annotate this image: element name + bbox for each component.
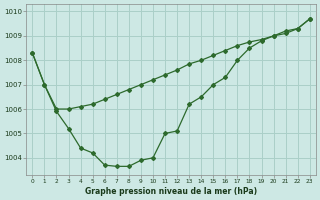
- X-axis label: Graphe pression niveau de la mer (hPa): Graphe pression niveau de la mer (hPa): [85, 187, 257, 196]
